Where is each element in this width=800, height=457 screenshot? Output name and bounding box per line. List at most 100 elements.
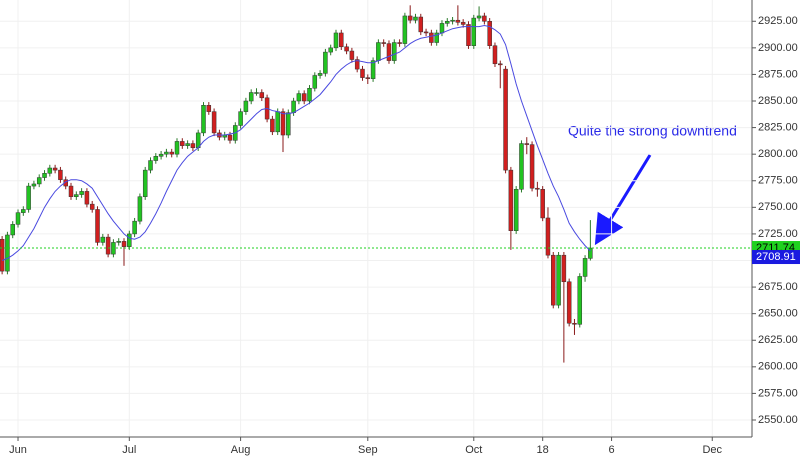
candle-body: [238, 111, 243, 126]
candle-body: [513, 189, 519, 231]
candle-body: [376, 42, 381, 61]
candle-body: [174, 141, 180, 155]
candle-body: [89, 203, 95, 210]
candle-body: [36, 177, 42, 185]
candle-body: [68, 185, 74, 197]
candle-body: [211, 111, 217, 134]
y-tick-label: 2925.00: [758, 15, 798, 27]
ma-label: 2708.91: [756, 251, 796, 263]
x-tick-label: Jul: [122, 444, 136, 456]
candle-body: [185, 143, 190, 146]
x-tick-label: Sep: [358, 444, 378, 456]
candle-body: [275, 111, 280, 133]
x-tick-label: 18: [537, 444, 549, 456]
candle-body: [471, 17, 477, 46]
candle-body: [370, 60, 376, 79]
candle-body: [333, 32, 339, 49]
candle-body: [259, 92, 265, 99]
candle-body: [307, 88, 312, 102]
candle-body: [381, 42, 386, 44]
candle-body: [434, 32, 439, 43]
candle-body: [95, 209, 100, 243]
candle-body: [243, 100, 249, 112]
candle-body: [296, 93, 302, 102]
candle-body: [100, 236, 106, 243]
candle-body: [31, 183, 37, 187]
candle-body: [349, 50, 355, 60]
candle-body: [551, 254, 556, 306]
candle-body: [164, 151, 169, 155]
candle-body: [169, 151, 174, 155]
candle-body: [254, 92, 259, 94]
candle-body: [248, 92, 254, 102]
y-tick-label: 2850.00: [758, 95, 798, 107]
y-tick-label: 2825.00: [758, 121, 798, 133]
candle-body: [476, 15, 482, 19]
candle-body: [301, 93, 307, 102]
candle-body: [137, 196, 143, 222]
y-tick-label: 2750.00: [758, 201, 798, 213]
ma-box: [752, 250, 800, 265]
y-tick-label: 2775.00: [758, 175, 798, 187]
candle-body: [492, 45, 498, 65]
candle-body: [450, 19, 455, 22]
candle-body: [21, 209, 26, 213]
candle-body: [121, 241, 127, 247]
moving-average: [1, 25, 591, 261]
x-tick-label: Dec: [702, 444, 722, 456]
candle-body: [132, 220, 137, 235]
candle-body: [487, 21, 492, 46]
candle-body: [10, 224, 15, 236]
candle-body: [354, 59, 360, 70]
candle-body: [577, 276, 583, 325]
candle-body: [508, 169, 514, 231]
annotation: Quite the strong downtrend: [568, 123, 737, 139]
y-tick-label: 2575.00: [758, 387, 798, 399]
x-tick-label: 6: [609, 444, 615, 456]
candle-body: [270, 118, 275, 133]
candle-body: [5, 234, 10, 272]
candle-body: [529, 144, 535, 189]
candle-body: [566, 281, 572, 324]
candle-body: [498, 63, 503, 66]
candle-body: [148, 160, 153, 171]
y-tick-label: 2800.00: [758, 148, 798, 160]
y-tick-label: 2550.00: [758, 414, 798, 426]
candle-body: [466, 24, 471, 46]
candle-body: [52, 167, 58, 171]
x-tick-label: Aug: [231, 444, 251, 456]
candle-body: [153, 156, 159, 161]
annotation-arrow: [594, 154, 652, 246]
candle-body: [344, 46, 349, 52]
candle-body: [0, 238, 5, 272]
candle-body: [540, 189, 545, 219]
x-tick-label: Oct: [465, 444, 482, 456]
candle-body: [105, 236, 111, 255]
candle-body: [392, 42, 397, 61]
candle-body: [158, 153, 164, 157]
candle-body: [402, 15, 408, 44]
candle-body: [26, 185, 31, 210]
candle-body: [180, 141, 185, 146]
candle-body: [116, 241, 121, 243]
candle-body: [84, 191, 90, 205]
candle-body: [386, 43, 392, 61]
candle-body: [418, 16, 424, 33]
y-tick-label: 2900.00: [758, 42, 798, 54]
candle-body: [360, 68, 365, 78]
candle-body: [582, 258, 588, 277]
y-tick-label: 2675.00: [758, 281, 798, 293]
candle-body: [142, 169, 148, 197]
y-tick-label: 2875.00: [758, 68, 798, 80]
candle-body: [201, 105, 206, 134]
candle-body: [524, 143, 530, 145]
candle-body: [291, 100, 296, 113]
y-tick-label: 2650.00: [758, 308, 798, 320]
candle-body: [206, 105, 212, 112]
candle-body: [339, 32, 344, 48]
candle-body: [79, 191, 84, 195]
candle-body: [482, 15, 487, 22]
candle-body: [413, 16, 418, 21]
candle-body: [312, 75, 318, 89]
